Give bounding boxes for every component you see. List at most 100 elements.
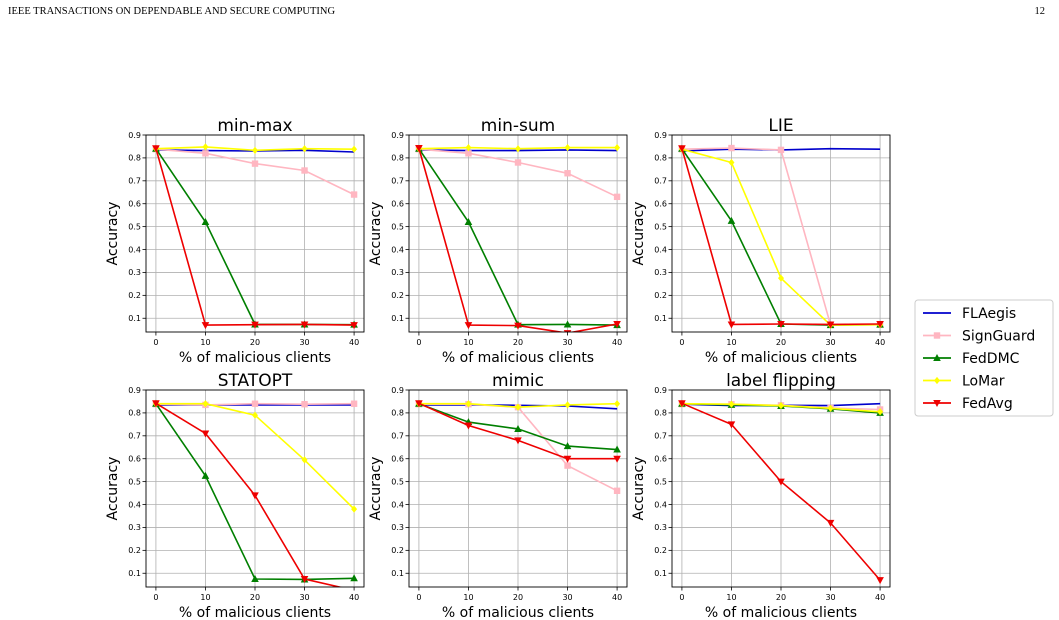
x-axis-label: % of malicious clients: [705, 605, 857, 620]
y-tick-label: 0.4: [654, 245, 667, 254]
data-point-fedavg: [415, 145, 423, 153]
journal-header: IEEE TRANSACTIONS ON DEPENDABLE AND SECU…: [8, 6, 336, 17]
data-point-fedavg: [727, 321, 736, 329]
legend-box: [914, 299, 1054, 417]
x-tick-label: 10: [200, 338, 210, 347]
data-point-feddmc: [201, 471, 210, 479]
data-point-lomar: [252, 411, 258, 419]
data-point-lomar: [728, 400, 735, 408]
data-point-fedavg: [350, 322, 358, 330]
y-axis-label: Accuracy: [368, 202, 384, 266]
y-tick-label: 0.2: [128, 291, 141, 300]
data-point-fedavg: [464, 322, 473, 330]
x-tick-label: 10: [463, 593, 473, 602]
x-tick-label: 10: [726, 338, 736, 347]
data-point-fedavg: [201, 322, 210, 330]
page-number: 12: [1034, 6, 1046, 17]
legend-marker-lomar: [934, 376, 940, 385]
data-point-signguard: [350, 191, 358, 198]
y-tick-label: 0.3: [128, 268, 141, 277]
y-tick-label: 0.4: [128, 245, 141, 254]
y-tick-label: 0.7: [128, 177, 141, 186]
data-point-feddmc: [251, 574, 259, 582]
data-point-fedavg: [201, 430, 210, 438]
data-point-feddmc: [563, 320, 572, 328]
x-tick-label: 20: [250, 338, 260, 347]
data-point-lomar: [301, 145, 308, 153]
x-tick-label: 10: [726, 593, 736, 602]
data-point-signguard: [251, 160, 259, 167]
x-tick-label: 40: [612, 338, 622, 347]
y-tick-label: 0.8: [128, 409, 141, 418]
plot-frame: [145, 389, 365, 588]
data-point-lomar: [778, 401, 784, 410]
data-point-fedavg: [826, 519, 835, 527]
data-point-signguard: [613, 487, 621, 494]
data-point-feddmc: [350, 574, 358, 582]
data-point-lomar: [564, 143, 571, 152]
chart-title: mimic: [492, 371, 544, 391]
y-tick-label: 0.7: [654, 177, 667, 186]
x-tick-label: 0: [416, 593, 421, 602]
data-point-fedavg: [777, 320, 785, 328]
data-point-signguard: [564, 170, 571, 177]
legend-label-signguard: SignGuard: [962, 329, 1035, 345]
data-point-fedavg: [152, 400, 160, 408]
legend-marker-fedavg: [933, 400, 941, 407]
x-tick-label: 0: [679, 593, 684, 602]
data-point-lomar: [252, 146, 258, 154]
data-point-lomar: [351, 505, 358, 513]
y-tick-label: 0.7: [391, 177, 404, 186]
data-point-lomar: [778, 274, 784, 282]
y-tick-label: 0.5: [391, 477, 404, 486]
data-point-feddmc: [727, 216, 736, 224]
data-point-lomar: [827, 404, 834, 412]
x-tick-label: 40: [349, 593, 359, 602]
x-tick-label: 0: [153, 593, 158, 602]
chart-3: 0.1 0.2 0.3 0.4 0.5 0.6 0.7 0.8 0.9 0 10 20 30 40 LIE%…: [631, 116, 891, 366]
chart-2: 0.1 0.2 0.3 0.4 0.5 0.6 0.7 0.8 0.9 0 10 20 30 40 min-…: [368, 116, 628, 366]
x-tick-label: 30: [562, 338, 572, 347]
chart-6: 0.1 0.2 0.3 0.4 0.5 0.6 0.7 0.8 0.9 0 10 20 30 40 labe…: [631, 371, 891, 620]
y-tick-label: 0.3: [654, 268, 667, 277]
y-tick-label: 0.1: [391, 569, 404, 578]
y-tick-label: 0.6: [128, 200, 141, 209]
y-tick-label: 0.6: [391, 200, 404, 209]
x-axis-label: % of malicious clients: [442, 350, 594, 366]
y-tick-label: 0.3: [128, 523, 141, 532]
x-tick-label: 30: [299, 338, 309, 347]
data-point-fedavg: [464, 422, 473, 430]
x-tick-label: 40: [349, 338, 359, 347]
data-point-fedavg: [300, 321, 309, 329]
y-tick-label: 0.9: [654, 131, 667, 140]
legend-label-feddmc: FedDMC: [962, 351, 1020, 367]
data-point-fedavg: [613, 455, 621, 463]
y-tick-label: 0.5: [654, 477, 667, 486]
plot-frame: [671, 389, 891, 588]
y-tick-label: 0.8: [128, 154, 141, 163]
data-point-fedavg: [251, 492, 259, 500]
x-tick-label: 30: [299, 593, 309, 602]
y-tick-label: 0.2: [391, 546, 404, 555]
y-tick-label: 0.3: [391, 523, 404, 532]
y-axis-label: Accuracy: [631, 457, 647, 521]
legend: FLAegis SignGuard FedDMC LoMar FedAvg: [914, 299, 1054, 417]
data-point-signguard: [251, 400, 259, 407]
plot-frame: [408, 389, 628, 588]
y-tick-label: 0.5: [391, 222, 404, 231]
data-point-signguard: [777, 146, 785, 154]
data-point-signguard: [514, 159, 522, 166]
data-point-fedavg: [876, 320, 884, 328]
data-point-fedavg: [777, 478, 785, 486]
y-axis-label: Accuracy: [105, 457, 121, 521]
y-tick-label: 0.1: [391, 314, 404, 323]
data-point-feddmc: [514, 424, 522, 432]
data-point-lomar: [614, 143, 621, 152]
data-point-fedavg: [678, 400, 686, 408]
x-tick-label: 10: [463, 338, 473, 347]
y-tick-label: 0.1: [128, 314, 141, 323]
data-point-lomar: [564, 401, 571, 409]
x-tick-label: 30: [562, 593, 572, 602]
y-tick-label: 0.4: [391, 245, 404, 254]
data-point-fedavg: [514, 437, 522, 445]
